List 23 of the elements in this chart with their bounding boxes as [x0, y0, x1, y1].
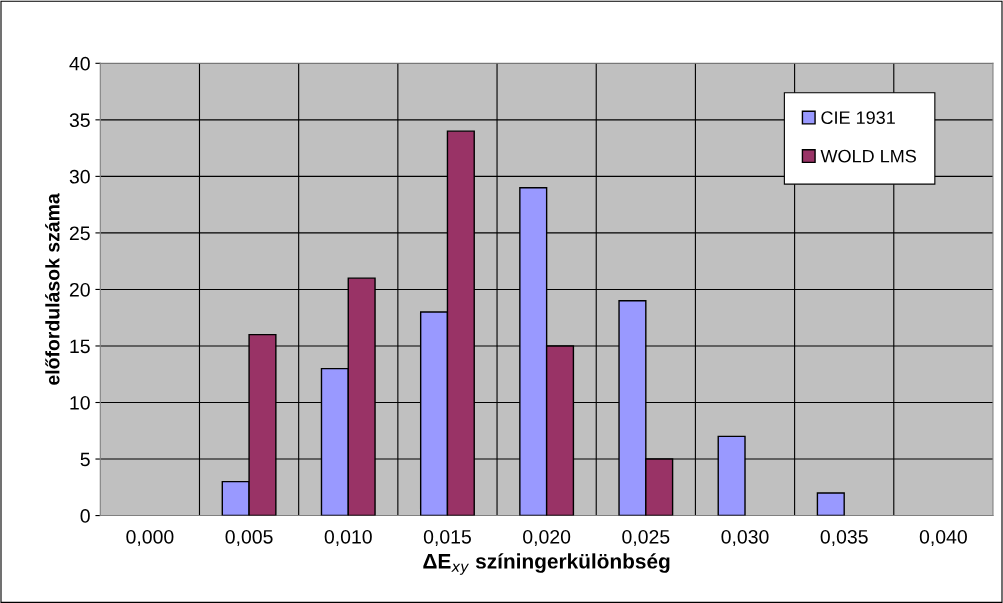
x-tick-label: 0,030 — [721, 529, 769, 547]
y-tick-label: 5 — [80, 452, 90, 467]
y-tick-label: 40 — [69, 56, 90, 71]
bar — [816, 492, 845, 516]
x-tick-label: 0,000 — [126, 529, 174, 547]
y-tick-label: 15 — [70, 339, 90, 354]
y-tick-label: 30 — [69, 169, 90, 184]
x-tick-label: 0,040 — [919, 529, 967, 547]
y-axis-title: előfordulások száma — [45, 193, 60, 385]
x-tick-label: 0,020 — [523, 529, 571, 547]
x-tick-label: 0,025 — [622, 529, 670, 547]
x-tick-label: 0,035 — [820, 529, 868, 547]
legend-label: CIE 1931 — [821, 111, 895, 125]
y-tick-label: 35 — [69, 113, 90, 128]
x-tick-label: 0,015 — [423, 529, 471, 547]
y-tick-label: 0 — [80, 509, 90, 523]
y-tick-label: 25 — [69, 226, 90, 241]
x-axis-title: ΔE$_{xy}$ színingerkülönbség — [423, 553, 670, 575]
x-tick-label: 0,005 — [225, 529, 273, 547]
y-tick-label: 10 — [70, 395, 90, 410]
y-tick-label: 20 — [69, 282, 90, 297]
legend-label: WOLD LMS — [820, 149, 916, 163]
x-tick-label: 0,010 — [324, 529, 372, 547]
